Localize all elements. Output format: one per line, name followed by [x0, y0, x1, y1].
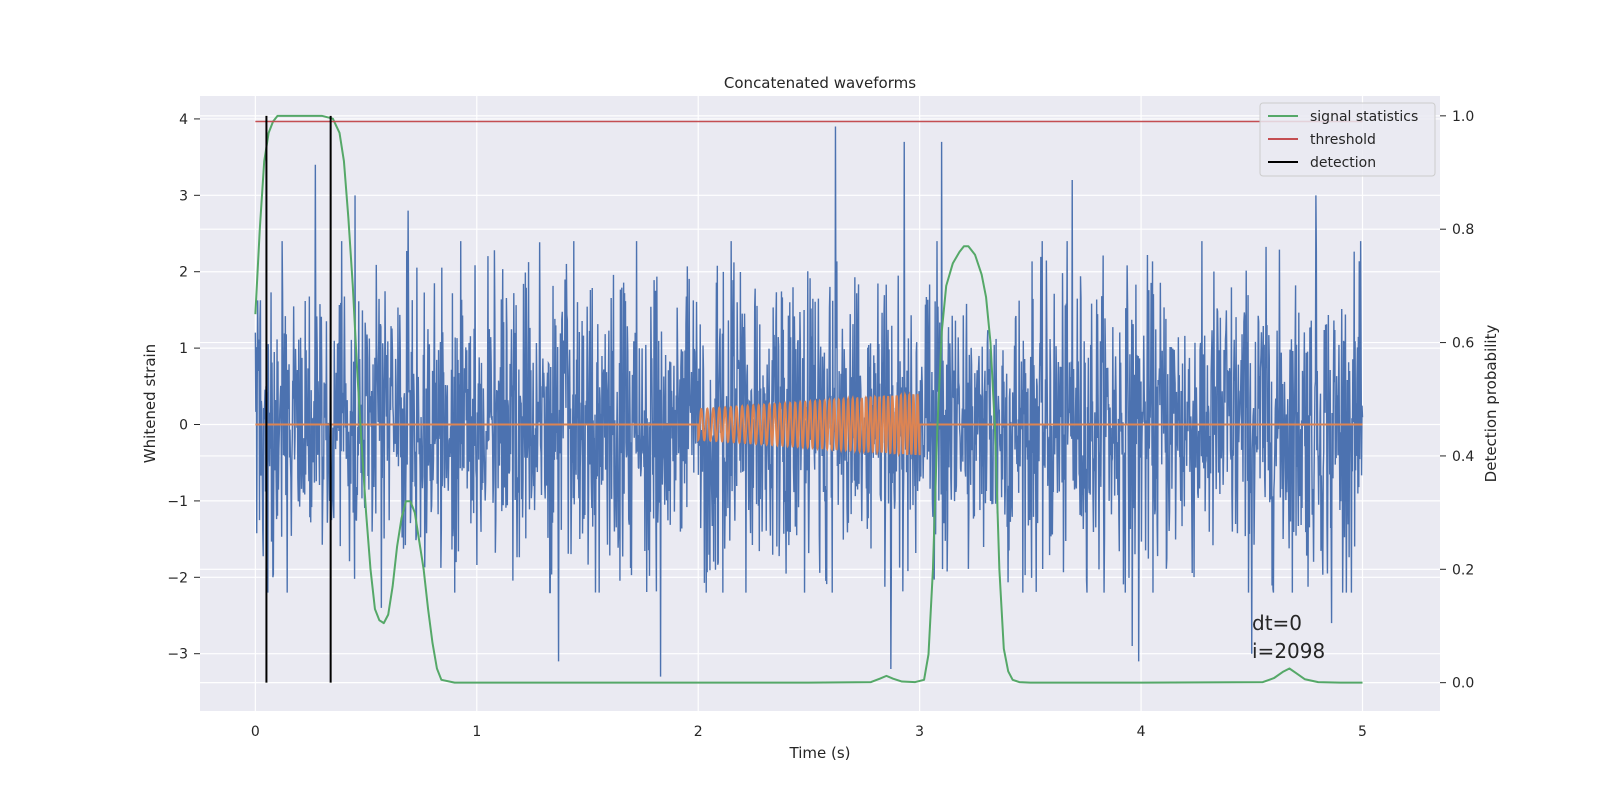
y2-axis-label: Detection probability [1482, 325, 1500, 483]
x-tick-label: 5 [1358, 724, 1367, 740]
y2-tick-label: 0.4 [1452, 449, 1474, 465]
annotation-index: i=2098 [1252, 639, 1325, 663]
y-tick-label: 0 [179, 418, 188, 434]
legend-label-signal-statistics: signal statistics [1310, 109, 1418, 125]
y-tick-label: 1 [179, 341, 188, 357]
legend-label-detection: detection [1310, 155, 1376, 171]
y-tick-label: −2 [167, 570, 188, 586]
x-axis-label: Time (s) [789, 744, 851, 762]
y2-tick-label: 0.8 [1452, 222, 1474, 238]
y-tick-label: −1 [167, 494, 188, 510]
y2-tick-label: 1.0 [1452, 109, 1474, 125]
x-tick-label: 4 [1137, 724, 1146, 740]
strain-line [254, 126, 1364, 677]
y2-tick-label: 0.6 [1452, 336, 1474, 352]
injection-line [255, 391, 1363, 457]
y-ticks: −3 −2 −1 0 1 2 3 4 [167, 112, 200, 663]
x-ticks: 0 1 2 3 4 5 [251, 724, 1367, 740]
y2-ticks: 0.0 0.2 0.4 0.6 0.8 1.0 [1440, 109, 1474, 692]
y-tick-label: 4 [179, 112, 188, 128]
x-tick-label: 0 [251, 724, 260, 740]
y2-tick-label: 0.0 [1452, 676, 1474, 692]
y-tick-label: 3 [179, 188, 188, 204]
legend: signal statistics threshold detection [1259, 102, 1436, 177]
y2-tick-label: 0.2 [1452, 562, 1474, 578]
annotation: dt=0 i=2098 [1252, 611, 1325, 663]
signal-statistics-line [254, 114, 1363, 684]
chart-title: Concatenated waveforms [724, 74, 916, 92]
annotation-dt: dt=0 [1252, 611, 1302, 635]
x-tick-label: 2 [694, 724, 703, 740]
y-axis-label: Whitened strain [141, 344, 159, 463]
legend-box [1259, 102, 1436, 177]
right-axis-series [254, 114, 1363, 684]
injection-series [255, 391, 1363, 457]
legend-label-threshold: threshold [1310, 132, 1376, 148]
y-tick-label: 2 [179, 265, 188, 281]
x-tick-label: 3 [915, 724, 924, 740]
y-tick-label: −3 [167, 647, 188, 663]
x-tick-label: 1 [472, 724, 481, 740]
strain-series [254, 126, 1364, 677]
